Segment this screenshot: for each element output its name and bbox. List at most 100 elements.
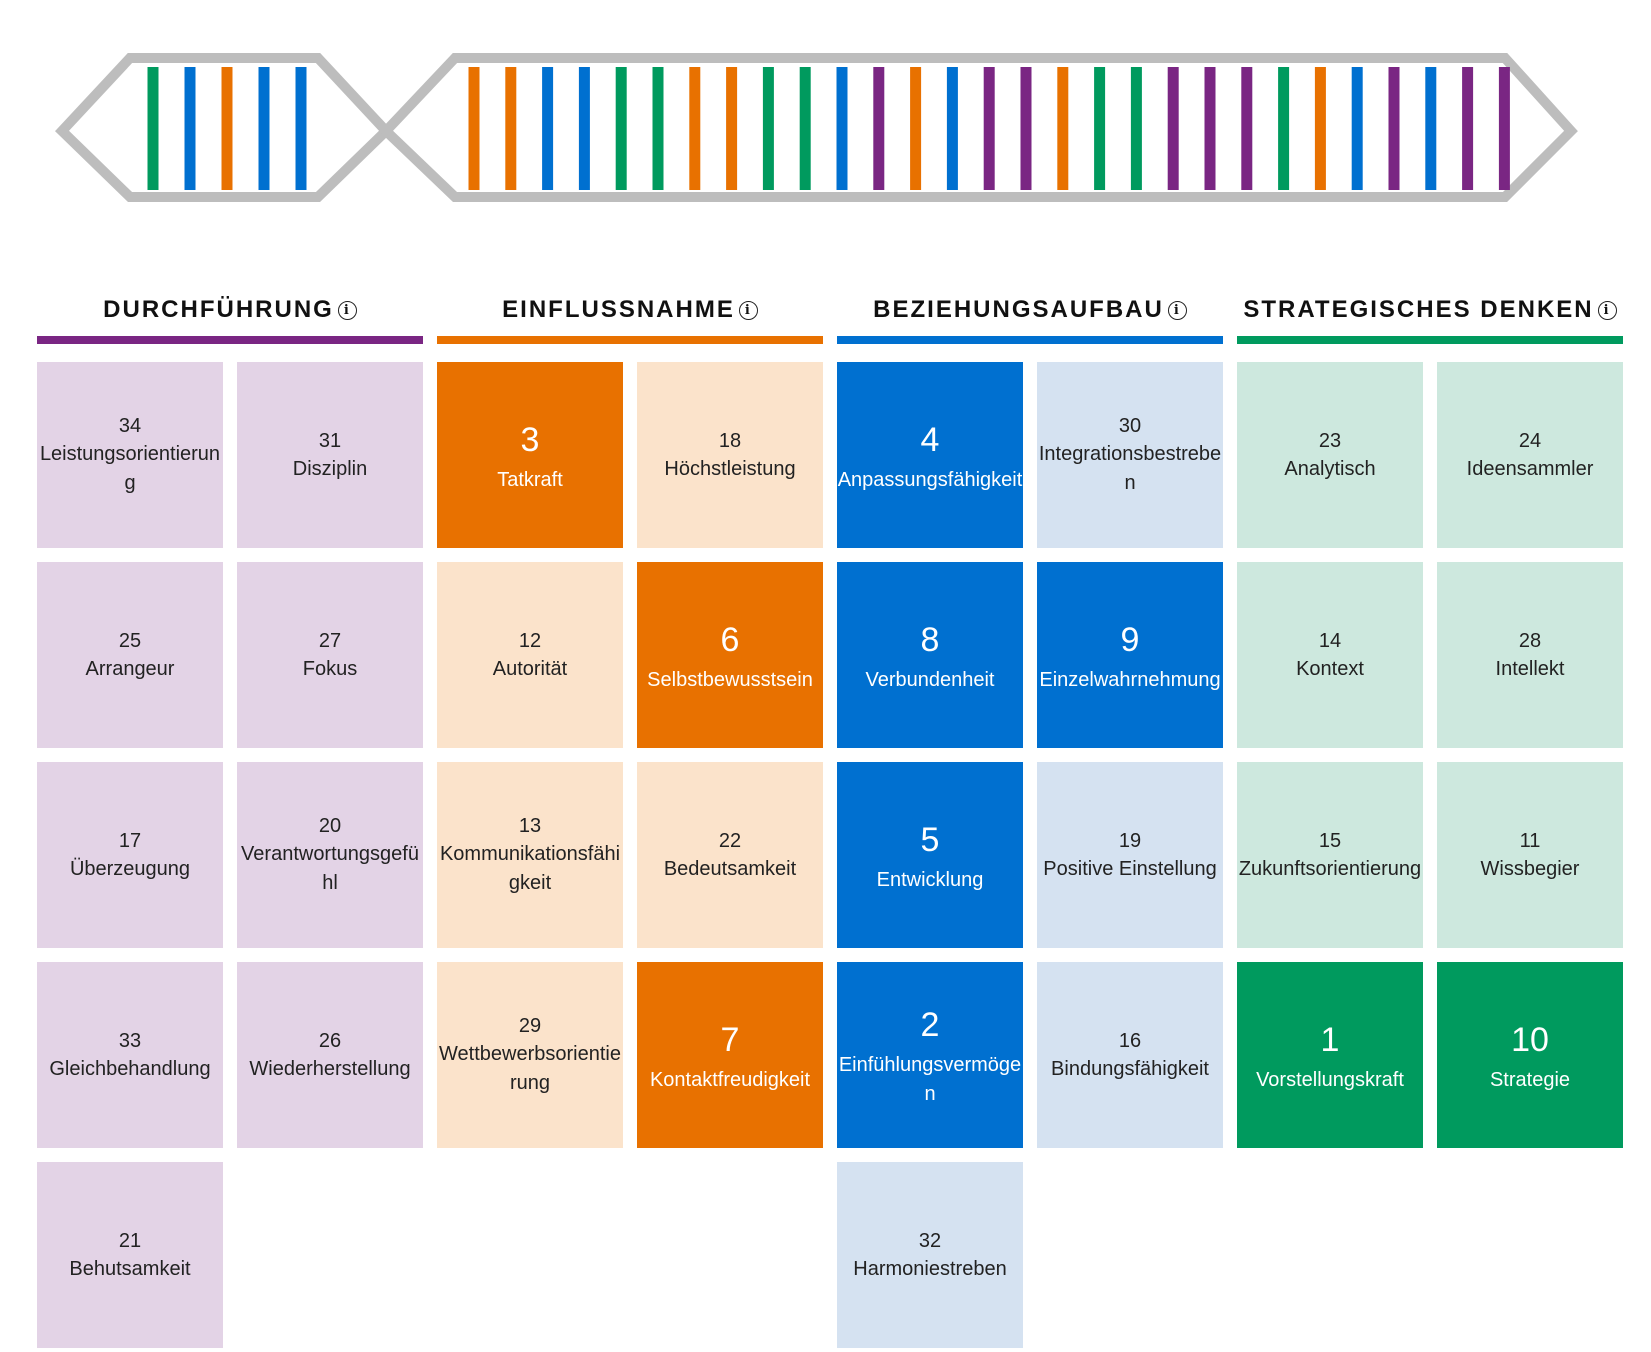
strength-tile[interactable]: 21 Behutsamkeit <box>37 1162 223 1348</box>
strength-name: Verantwortungsgefühl <box>241 843 419 894</box>
strength-name: Zukunftsorientierung <box>1238 857 1422 880</box>
strength-tile[interactable]: 24 Ideensammler <box>1437 362 1623 548</box>
strength-tile[interactable]: 5 Entwicklung <box>837 762 1023 948</box>
strength-rank: 15 <box>1318 829 1342 852</box>
category-title: EINFLUSSNAHME i <box>502 296 758 324</box>
strength-tile[interactable]: 7 Kontaktfreudigkeit <box>637 962 823 1148</box>
strength-name: Behutsamkeit <box>69 1257 191 1280</box>
strength-rank: 14 <box>1318 629 1342 652</box>
strength-tile[interactable]: 3 Tatkraft <box>437 362 623 548</box>
strip-bar-17 <box>873 67 885 190</box>
category-title-text: DURCHFÜHRUNG <box>103 296 334 323</box>
strength-tile[interactable]: 1 Vorstellungskraft <box>1237 962 1423 1148</box>
strength-tile[interactable]: 15 Zukunftsorientierung <box>1237 762 1423 948</box>
strength-tile[interactable]: 25 Arrangeur <box>37 562 223 748</box>
strength-tile[interactable]: 26 Wiederherstellung <box>237 962 423 1148</box>
strength-tile[interactable]: 19 Positive Einstellung <box>1037 762 1223 948</box>
strength-name: Integrationsbestreben <box>1038 443 1222 494</box>
strip-bar-12 <box>689 67 701 190</box>
strength-name: Kontaktfreudigkeit <box>649 1068 811 1091</box>
strengths-dna-strip <box>55 53 1578 202</box>
strip-bar-6 <box>468 67 480 190</box>
strength-rank: 28 <box>1518 629 1542 652</box>
strip-bar-4 <box>258 67 270 190</box>
strength-tile[interactable]: 34 Leistungsorientierung <box>37 362 223 548</box>
strength-tile[interactable]: 20 Verantwortungsgefühl <box>237 762 423 948</box>
strength-name: Strategie <box>1489 1068 1571 1091</box>
strength-rank: 22 <box>718 829 742 852</box>
strength-rank: 2 <box>920 1006 940 1044</box>
strength-tile[interactable]: 27 Fokus <box>237 562 423 748</box>
strip-bar-13 <box>726 67 738 190</box>
strength-tile[interactable]: 2 Einfühlungsvermögen <box>837 962 1023 1148</box>
strip-bar-19 <box>946 67 958 190</box>
category-title-text: STRATEGISCHES DENKEN <box>1243 296 1594 323</box>
category-bar-einflussnahme <box>437 336 823 344</box>
category-header-beziehungsaufbau: BEZIEHUNGSAUFBAU i <box>837 296 1223 324</box>
strip-bar-31 <box>1388 67 1400 190</box>
strip-bar-16 <box>836 67 848 190</box>
strength-tile[interactable]: 9 Einzelwahrnehmung <box>1037 562 1223 748</box>
strength-rank: 17 <box>118 829 142 852</box>
strength-name: Einfühlungsvermögen <box>838 1054 1022 1105</box>
strip-bar-21 <box>1020 67 1032 190</box>
strength-tile[interactable]: 28 Intellekt <box>1437 562 1623 748</box>
strength-name: Analytisch <box>1284 457 1376 480</box>
strength-name: Wissbegier <box>1480 857 1580 880</box>
strength-name: Vorstellungskraft <box>1256 1068 1404 1091</box>
strength-tile[interactable]: 12 Autorität <box>437 562 623 748</box>
strength-rank: 1 <box>1320 1020 1340 1059</box>
strength-tile[interactable]: 11 Wissbegier <box>1437 762 1623 948</box>
strength-name: Wettbewerbsorientierung <box>439 1043 621 1094</box>
strength-rank: 34 <box>118 415 142 437</box>
strip-bar-15 <box>799 67 811 190</box>
strip-bar-7 <box>505 67 517 190</box>
strength-tile[interactable]: 23 Analytisch <box>1237 362 1423 548</box>
strength-rank: 31 <box>318 429 342 452</box>
category-header-strategisches-denken: STRATEGISCHES DENKEN i <box>1237 296 1623 324</box>
strength-tile[interactable]: 10 Strategie <box>1437 962 1623 1148</box>
strength-tile[interactable]: 8 Verbundenheit <box>837 562 1023 748</box>
strength-rank: 23 <box>1318 429 1342 452</box>
strength-tile[interactable]: 32 Harmoniestreben <box>837 1162 1023 1348</box>
strip-bar-30 <box>1351 67 1363 190</box>
strength-rank: 19 <box>1118 829 1142 852</box>
strength-tile[interactable]: 14 Kontext <box>1237 562 1423 748</box>
info-icon[interactable]: i <box>337 300 357 320</box>
strength-name: Intellekt <box>1495 657 1565 680</box>
info-icon[interactable]: i <box>1167 300 1187 320</box>
strength-tile[interactable]: 30 Integrationsbestreben <box>1037 362 1223 548</box>
strength-tile[interactable]: 29 Wettbewerbsorientierung <box>437 962 623 1148</box>
category-title: STRATEGISCHES DENKEN i <box>1243 296 1617 324</box>
strip-bar-14 <box>762 67 774 190</box>
strength-tile[interactable]: 31 Disziplin <box>237 362 423 548</box>
strip-bar-18 <box>910 67 922 190</box>
strength-tile[interactable]: 33 Gleichbehandlung <box>37 962 223 1148</box>
strip-bar-5 <box>295 67 307 190</box>
strength-name: Bindungsfähigkeit <box>1051 1057 1209 1080</box>
strength-name: Wiederherstellung <box>249 1057 411 1080</box>
strength-rank: 9 <box>1120 620 1140 659</box>
strip-bar-23 <box>1094 67 1106 190</box>
strength-rank: 13 <box>518 815 542 837</box>
strength-tile[interactable]: 16 Bindungsfähigkeit <box>1037 962 1223 1148</box>
strength-tile[interactable]: 4 Anpassungsfähigkeit <box>837 362 1023 548</box>
strength-name: Anpassungsfähigkeit <box>837 468 1023 491</box>
info-icon[interactable]: i <box>1597 300 1617 320</box>
strength-name: Einzelwahrnehmung <box>1039 668 1221 691</box>
strip-bar-10 <box>615 67 627 190</box>
strength-name: Kommunikationsfähigkeit <box>439 843 621 894</box>
strip-bar-1 <box>147 67 159 190</box>
strength-rank: 26 <box>318 1029 342 1052</box>
strength-name: Selbstbewusstsein <box>647 668 813 691</box>
strength-rank: 18 <box>718 429 742 452</box>
strength-tile[interactable]: 13 Kommunikationsfähigkeit <box>437 762 623 948</box>
strength-tile[interactable]: 18 Höchstleistung <box>637 362 823 548</box>
strength-name: Leistungsorientierung <box>39 443 221 494</box>
strip-bar-34 <box>1498 67 1510 190</box>
info-icon[interactable]: i <box>738 300 758 320</box>
category-bar-strategisches-denken <box>1237 336 1623 344</box>
strength-tile[interactable]: 22 Bedeutsamkeit <box>637 762 823 948</box>
strength-tile[interactable]: 17 Überzeugung <box>37 762 223 948</box>
strength-tile[interactable]: 6 Selbstbewusstsein <box>637 562 823 748</box>
